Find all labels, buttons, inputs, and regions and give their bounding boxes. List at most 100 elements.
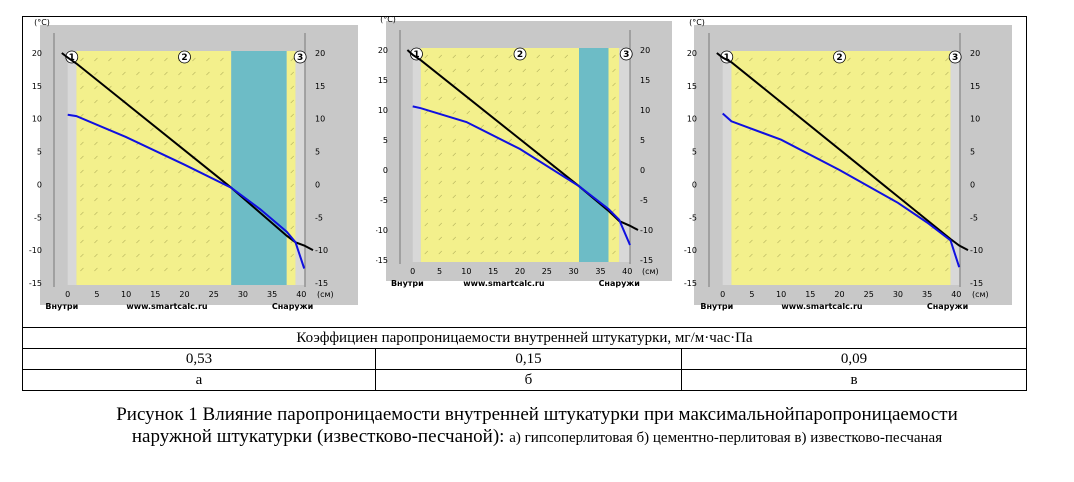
layer-hatch: [819, 71, 823, 76]
layer-hatch: [875, 113, 879, 118]
layer-hatch: [290, 141, 294, 146]
layer-hatch: [805, 211, 809, 216]
layer-hatch: [889, 113, 893, 118]
layer-hatch: [136, 127, 140, 132]
layer-hatch: [931, 267, 935, 272]
label-cell-b: б: [375, 369, 682, 391]
layer-hatch: [875, 169, 879, 174]
layer-hatch: [94, 239, 98, 244]
y-tick-label-right: -5: [640, 196, 648, 205]
layer-hatch: [550, 222, 554, 227]
y-tick-label-right: 5: [970, 148, 975, 157]
layer-hatch: [290, 155, 294, 160]
layer-hatch: [164, 253, 168, 258]
layer-hatch: [875, 197, 879, 202]
layer-hatch: [508, 54, 512, 59]
layer-hatch: [206, 239, 210, 244]
x-tick-label: 25: [864, 290, 874, 299]
layer-hatch: [438, 194, 442, 199]
y-tick-label-left: 15: [687, 82, 697, 91]
layer-hatch: [192, 85, 196, 90]
layer-hatch: [494, 82, 498, 87]
layer-hatch: [220, 127, 224, 132]
layer-hatch: [290, 253, 294, 258]
layer-hatch: [206, 113, 210, 118]
layer-hatch: [136, 71, 140, 76]
layer-number: 3: [623, 50, 629, 60]
layer-hatch: [805, 225, 809, 230]
layer-hatch: [945, 197, 949, 202]
layer-hatch: [136, 99, 140, 104]
layer-hatch: [108, 183, 112, 188]
layer-hatch: [452, 68, 456, 73]
layer-number-badge: [293, 50, 307, 64]
layer-hatch: [508, 96, 512, 101]
y-tick-label-left: -5: [689, 213, 697, 222]
layer-hatch: [522, 194, 526, 199]
layer-hatch: [424, 96, 428, 101]
layer-hatch: [550, 124, 554, 129]
layer-hatch: [220, 141, 224, 146]
layer-hatch: [805, 169, 809, 174]
x-tick-label: 10: [776, 290, 786, 299]
layer-hatch: [749, 239, 753, 244]
wall-layer: [67, 51, 77, 285]
layer-hatch: [178, 211, 182, 216]
layer-hatch: [861, 211, 865, 216]
chart-panel-v: 20 20 15 15 10 10 5 5 0 0 -5 -5 -10 -10 -15 -15 0 5 10 15 20…: [681, 17, 1026, 327]
layer-hatch: [763, 57, 767, 62]
layer-hatch: [220, 225, 224, 230]
y-tick-label-right: 15: [315, 82, 325, 91]
x-tick-label: 5: [437, 267, 442, 276]
layer-hatch: [564, 82, 568, 87]
layer-hatch: [931, 113, 935, 118]
layer-hatch: [550, 82, 554, 87]
layer-hatch: [611, 208, 616, 213]
y-tick-label-left: 10: [687, 115, 697, 124]
layer-hatch: [480, 166, 484, 171]
layer-hatch: [735, 155, 739, 160]
layer-hatch: [805, 57, 809, 62]
layer-hatch: [494, 152, 498, 157]
x-tick-label: 40: [296, 290, 306, 299]
layer-hatch: [122, 211, 126, 216]
layer-hatch: [861, 71, 865, 76]
layer-hatch: [108, 253, 112, 258]
layer-hatch: [819, 239, 823, 244]
layer-hatch: [466, 138, 470, 143]
value-cell-b: 0,15: [375, 348, 682, 370]
layer-hatch: [108, 197, 112, 202]
layer-hatch: [931, 197, 935, 202]
layer-hatch: [550, 194, 554, 199]
x-tick-label: 20: [515, 267, 525, 276]
layer-hatch: [945, 99, 949, 104]
layer-hatch: [536, 208, 540, 213]
inside-label: Внутри: [391, 279, 424, 288]
layer-hatch: [438, 54, 442, 59]
layer-hatch: [945, 211, 949, 216]
y-unit-label: (°C): [689, 18, 705, 27]
x-tick-label: 15: [806, 290, 816, 299]
layer-hatch: [611, 166, 616, 171]
layer-hatch: [164, 141, 168, 146]
layer-hatch: [94, 127, 98, 132]
layer-hatch: [192, 99, 196, 104]
layer-hatch: [917, 141, 921, 146]
layer-hatch: [735, 197, 739, 202]
layer-hatch: [452, 208, 456, 213]
layer-hatch: [749, 169, 753, 174]
layer-hatch: [889, 155, 893, 160]
layer-hatch: [903, 155, 907, 160]
layer-hatch: [564, 110, 568, 115]
layer-hatch: [122, 127, 126, 132]
layer-hatch: [150, 239, 154, 244]
y-tick-label-right: 15: [970, 82, 980, 91]
layer-hatch: [438, 166, 442, 171]
layer-hatch: [833, 197, 837, 202]
figure-table: 20 20 15 15 10 10 5 5 0 0 -5 -5 -10 -10 -15 -15 0 5 10 15 20…: [22, 16, 1027, 391]
layer-hatch: [424, 82, 428, 87]
layer-hatch: [945, 267, 949, 272]
caption-line-2: наружной штукатурки (известково-песчаной…: [0, 426, 1074, 449]
layer-hatch: [536, 54, 540, 59]
layer-hatch: [564, 68, 568, 73]
